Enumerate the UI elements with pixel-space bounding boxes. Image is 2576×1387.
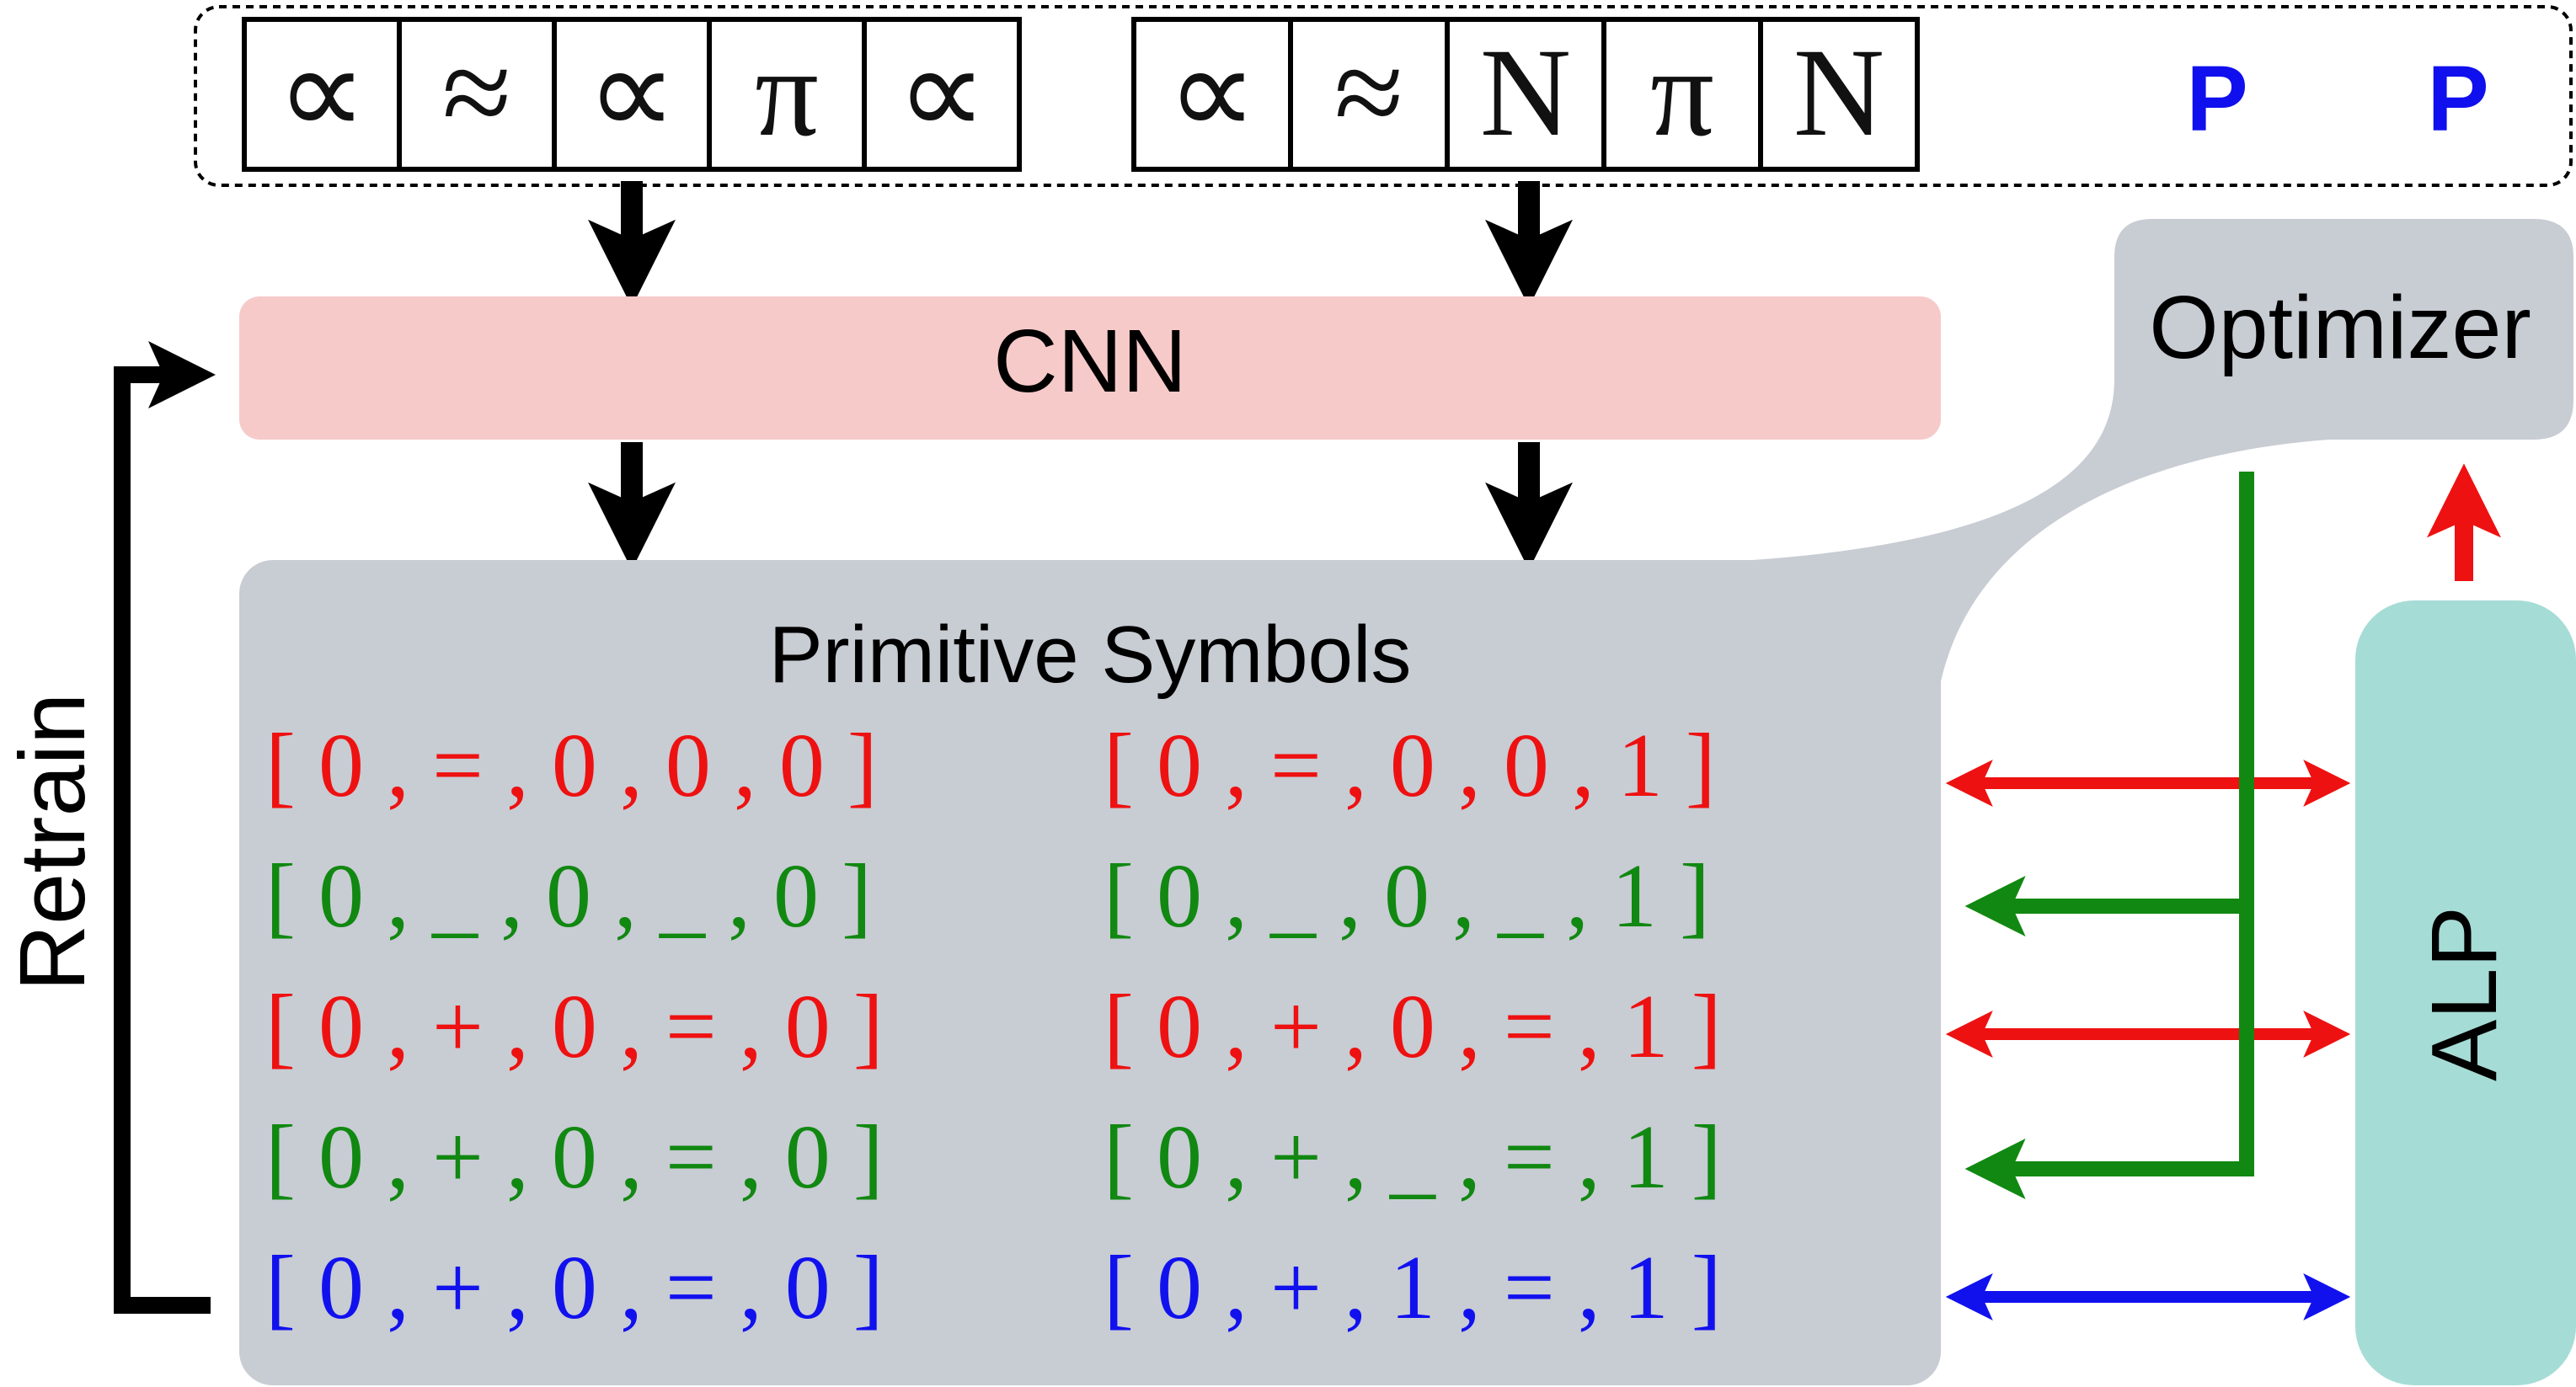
symbol-row-left: [ 0 , + , 0 , = , 0 ] [265,977,884,1077]
handwritten-symbol-image: ∝ [276,23,366,163]
handwritten-symbol-image: ∝ [896,23,986,163]
green-feedback-arrows [1964,472,2254,1199]
handwritten-symbol-image: π [1650,23,1714,163]
symbol-row-right: [ 0 , + , 1 , = , 1 ] [1104,1238,1722,1338]
input-image-group-a: ∝ ≈ ∝ π ∝ [242,17,1022,172]
handwritten-symbol-image: ∝ [586,23,676,163]
symbol-row-left: [ 0 , + , 0 , = , 0 ] [265,1107,884,1208]
symbol-row-right: [ 0 , _ , 0 , _ , 1 ] [1104,846,1710,947]
alp-box [2355,600,2576,1385]
handwritten-symbol-image: N [1793,23,1884,163]
p-label: P [2427,47,2488,151]
symbol-row-left: [ 0 , + , 0 , = , 0 ] [265,1238,884,1338]
symbol-row-left: [ 0 , = , 0 , 0 , 0 ] [265,716,878,816]
p-label: P [2186,47,2247,151]
handwritten-symbol-image: ≈ [1334,23,1403,163]
symbol-row-right: [ 0 , = , 0 , 0 , 1 ] [1104,716,1716,816]
input-image-group-b: ∝ ≈ N π N [1131,17,1920,172]
retrain-arrow [114,341,216,1314]
symbol-row-left: [ 0 , _ , 0 , _ , 0 ] [265,846,872,947]
optimizer-label: Optimizer [2149,278,2531,377]
handwritten-symbol-image: N [1480,23,1571,163]
symbol-row-right: [ 0 , + , _ , = , 1 ] [1104,1107,1722,1208]
primitive-symbols-title: Primitive Symbols [769,610,1412,700]
primitive-symbols-panel [239,560,1941,1385]
input-images-container [194,5,2573,187]
handwritten-symbol-image: ∝ [1167,23,1257,163]
symbol-row-right: [ 0 , + , 0 , = , 1 ] [1104,977,1722,1077]
cnn-box [239,296,1941,440]
alp-label: ALP [2413,906,2516,1081]
retrain-label: Retrain [1,693,104,992]
cnn-label: CNN [993,312,1187,411]
handwritten-symbol-image: ≈ [442,23,511,163]
handwritten-symbol-image: π [755,23,819,163]
